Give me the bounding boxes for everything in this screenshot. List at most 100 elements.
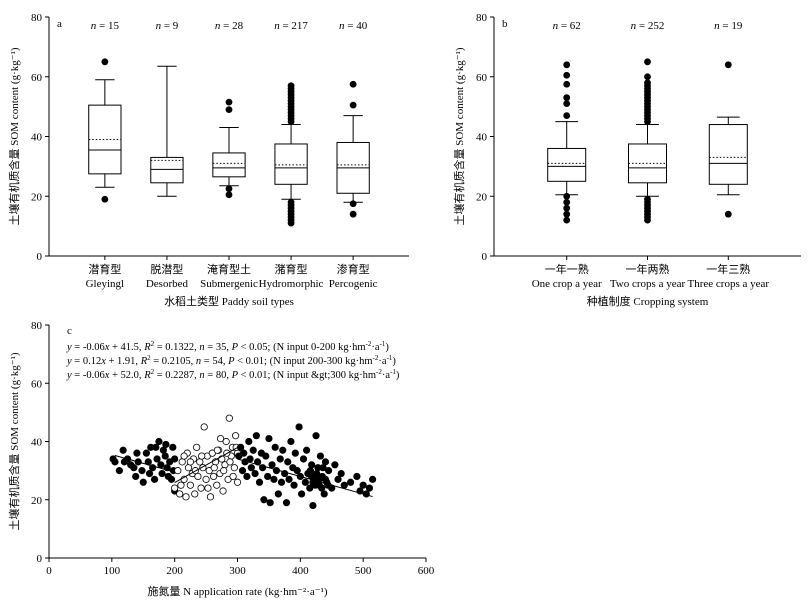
category-label-en: Three crops a year (688, 278, 770, 290)
outlier-point (101, 195, 109, 203)
data-point-filled (284, 458, 292, 466)
outlier-point (724, 61, 732, 69)
data-point-filled (268, 461, 276, 469)
data-point-open (178, 458, 186, 466)
x-tick-label: 300 (229, 565, 246, 577)
n-label: n = 62 (553, 20, 581, 32)
eq-n-value: = 54, (201, 356, 228, 367)
fit-line-1 (114, 454, 175, 473)
data-point-filled (319, 464, 327, 472)
outlier-point (644, 73, 651, 81)
data-point-filled (265, 434, 273, 443)
y-tick-label: 40 (31, 132, 43, 144)
outlier-point (563, 80, 571, 88)
y-tick-label: 20 (31, 495, 43, 507)
eq-x: x (100, 356, 106, 367)
eq-intercept: + 1.91, (106, 356, 141, 367)
data-point-filled (157, 461, 165, 469)
category-label-zh: 渗育型 (337, 262, 370, 276)
data-point-open (219, 487, 227, 495)
eq-n: n (199, 370, 204, 381)
data-point-open (197, 484, 205, 492)
data-point-filled (303, 446, 311, 454)
data-point-filled (252, 432, 260, 440)
data-point-filled (271, 443, 279, 451)
data-point-open (200, 423, 208, 431)
n-label: n = 28 (215, 20, 244, 32)
panel-label: a (57, 18, 62, 30)
eq-x: x (104, 370, 110, 381)
n-label-value: = 19 (720, 20, 743, 32)
eq-unit-a: ·a (378, 356, 386, 367)
data-point-filled (249, 446, 257, 454)
data-point-open (220, 467, 228, 475)
data-point-filled (353, 472, 361, 481)
y-tick-label: 60 (31, 378, 43, 390)
n-label-n: n (215, 20, 221, 32)
eq-unit-a: ·a (382, 370, 390, 381)
box-iqr (150, 156, 184, 184)
x-axis-label: 水稻土类型 Paddy soil types (164, 294, 294, 308)
outlier-point (563, 100, 571, 108)
outlier-point (563, 210, 571, 218)
box-3: n = 19 一年三熟 Three crops a year (688, 20, 770, 290)
outlier-point (563, 94, 571, 102)
data-point-open (210, 464, 218, 472)
data-point-open (230, 464, 238, 472)
box-5: n = 40 渗育型 Percogenic (329, 20, 378, 290)
eq-y: y (66, 342, 72, 353)
category-label-zh: 脱潜型 (150, 262, 183, 276)
y-axis-label: 土壤有机质含量 SOM content (g·kg⁻¹) (452, 47, 466, 225)
outlier-point (287, 118, 295, 125)
data-point-open (202, 475, 210, 483)
data-point-filled (313, 469, 321, 478)
data-point-filled (132, 472, 140, 481)
y-axis-label: 土壤有机质含量 SOM content (g·kg⁻¹) (7, 47, 21, 225)
outlier-point (349, 210, 357, 218)
data-point-filled (337, 469, 345, 478)
data-point-filled (297, 490, 306, 498)
eq-n: n (199, 342, 204, 353)
outlier-point (724, 210, 732, 218)
data-point-filled (264, 472, 272, 481)
fit-line-3 (237, 458, 373, 498)
data-point-filled (266, 499, 274, 507)
panel-label: c (67, 325, 72, 337)
n-label: n = 252 (631, 20, 665, 32)
category-label-zh: 一年两熟 (626, 262, 670, 276)
category-label-en: Submergenic (200, 278, 258, 290)
data-point-filled (130, 464, 138, 472)
panel-label: b (502, 18, 508, 30)
data-point-filled (282, 499, 291, 507)
y-tick-label: 0 (37, 553, 43, 565)
box-2: n = 252 一年两熟 Two crops a year (610, 20, 686, 290)
data-point-open (210, 472, 218, 481)
data-point-filled (246, 455, 254, 463)
eq-intercept: + 52.0, (109, 370, 144, 381)
box-1: n = 15 潜育型 Gleyingl (86, 20, 125, 290)
box-iqr (88, 104, 122, 175)
box-iqr (547, 147, 587, 182)
data-point-filled (293, 467, 301, 475)
data-point-filled (169, 443, 177, 451)
data-point-filled (171, 455, 179, 463)
outlier-point (349, 200, 357, 208)
outlier-point (349, 80, 357, 88)
eq-n: n (196, 356, 201, 367)
data-point-filled (119, 446, 127, 454)
data-point-open (184, 464, 193, 472)
category-label-zh: 潜育型 (88, 262, 121, 276)
x-axis-label: 施氮量 N application rate (kg·hm⁻²·a⁻¹) (147, 584, 327, 598)
n-label-n: n (631, 20, 637, 32)
eq-x: x (104, 342, 110, 353)
eq-unit-a: ·a (371, 342, 379, 353)
y-tick-label: 20 (476, 191, 488, 203)
data-point-filled (145, 469, 154, 478)
x-tick-label: 600 (418, 565, 435, 577)
n-label: n = 15 (91, 20, 120, 32)
outlier-point (349, 101, 357, 109)
outlier-point (644, 118, 651, 125)
eq-r: R (143, 370, 151, 381)
category-label-en: Desorbed (146, 278, 189, 290)
